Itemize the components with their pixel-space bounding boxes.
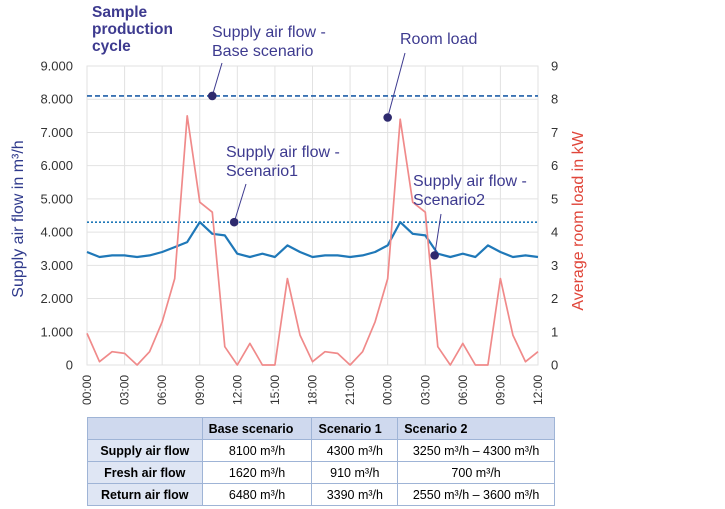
table-header-cell: Base scenario	[201, 417, 313, 440]
base-scenario-label: Supply air flow - Base scenario	[212, 24, 326, 60]
right-tick-label: 7	[551, 125, 558, 140]
panel-title: Sample production cycle	[92, 4, 173, 55]
left-axis-label: Supply air flow in m³/h	[10, 140, 27, 297]
left-tick-label: 1.000	[40, 324, 73, 339]
x-tick-label: 00:00	[80, 375, 94, 405]
table-cell: 2550 m³/h – 3600 m³/h	[397, 483, 555, 506]
annotation-marker	[383, 113, 392, 122]
table-cell: 8100 m³/h	[201, 439, 313, 462]
right-axis-label: Average room load in kW	[570, 130, 587, 310]
table-cell: 6480 m³/h	[201, 483, 313, 506]
annotation-marker	[430, 251, 439, 260]
annotation-marker	[207, 91, 217, 101]
table-cell: 700 m³/h	[397, 461, 555, 484]
room-load-label: Room load	[400, 31, 478, 48]
table-header-cell: Scenario 2	[397, 417, 555, 440]
table-row: Supply air flow 8100 m³/h 4300 m³/h 3250…	[87, 439, 555, 462]
grid-lines	[86, 65, 539, 366]
table-header-row: Base scenario Scenario 1 Scenario 2	[87, 417, 555, 440]
x-tick-label: 21:00	[343, 375, 357, 405]
table-cell: 4300 m³/h	[311, 439, 399, 462]
row-label: Return air flow	[87, 483, 203, 506]
x-tick-label: 06:00	[155, 375, 169, 405]
x-axis: 00:00 03:00 06:00 09:00 12:00 15:00 18:00 21:00…	[80, 375, 545, 405]
right-tick-label: 9	[551, 59, 558, 74]
x-tick-label: 03:00	[118, 375, 132, 405]
x-tick-label: 06:00	[456, 375, 470, 405]
table-cell: 910 m³/h	[311, 461, 399, 484]
row-label: Fresh air flow	[87, 461, 203, 484]
left-tick-label: 8.000	[40, 92, 73, 107]
left-tick-label: 5.000	[40, 191, 73, 206]
right-tick-label: 2	[551, 291, 558, 306]
x-tick-label: 09:00	[493, 375, 507, 405]
right-tick-label: 6	[551, 158, 558, 173]
right-tick-label: 5	[551, 191, 558, 206]
annotation-leader	[233, 183, 247, 223]
table-cell: 1620 m³/h	[201, 461, 313, 484]
right-tick-label: 8	[551, 92, 558, 107]
annotation-leaders	[207, 52, 442, 260]
table-header-cell	[87, 417, 203, 440]
x-tick-label: 09:00	[193, 375, 207, 405]
x-tick-label: 12:00	[230, 375, 244, 405]
right-tick-label: 0	[551, 358, 558, 373]
right-tick-label: 1	[551, 324, 558, 339]
annotation-leader	[387, 52, 406, 118]
table-cell: 3250 m³/h – 4300 m³/h	[397, 439, 555, 462]
left-tick-label: 0	[66, 358, 73, 373]
right-tick-label: 3	[551, 258, 558, 273]
x-tick-label: 12:00	[531, 375, 545, 405]
left-tick-label: 9.000	[40, 59, 73, 74]
left-tick-label: 7.000	[40, 125, 73, 140]
annotation-marker	[229, 217, 239, 227]
chart-area: 0 1.000 2.000 3.000 4.000 5.000 6.000 7.000 8.00…	[10, 52, 587, 405]
room-load-line	[86, 114, 539, 366]
row-label: Supply air flow	[87, 439, 203, 462]
scenario-table: Base scenario Scenario 1 Scenario 2 Supp…	[87, 417, 555, 506]
annotation-leader	[434, 213, 442, 256]
table-row: Return air flow 6480 m³/h 3390 m³/h 2550…	[87, 483, 555, 506]
x-tick-label: 00:00	[381, 375, 395, 405]
series-layer	[86, 95, 539, 366]
left-tick-label: 2.000	[40, 291, 73, 306]
left-tick-label: 4.000	[40, 225, 73, 240]
x-tick-label: 18:00	[306, 375, 320, 405]
annotation-leader	[211, 62, 223, 97]
x-tick-label: 15:00	[268, 375, 282, 405]
left-tick-label: 3.000	[40, 258, 73, 273]
scenario2-label: Supply air flow - Scenario2	[413, 173, 527, 209]
table-cell: 3390 m³/h	[311, 483, 399, 506]
scenario2-line	[86, 221, 539, 259]
right-tick-label: 4	[551, 225, 558, 240]
right-axis: 0 1 2 3 4 5 6 7 8 9	[551, 59, 558, 373]
table-row: Fresh air flow 1620 m³/h 910 m³/h 700 m³…	[87, 461, 555, 484]
x-tick-label: 03:00	[418, 375, 432, 405]
scenario1-label: Supply air flow - Scenario1	[226, 144, 340, 180]
table-header-cell: Scenario 1	[311, 417, 399, 440]
left-axis: 0 1.000 2.000 3.000 4.000 5.000 6.000 7.000 8.00…	[40, 59, 73, 373]
left-tick-label: 6.000	[40, 158, 73, 173]
